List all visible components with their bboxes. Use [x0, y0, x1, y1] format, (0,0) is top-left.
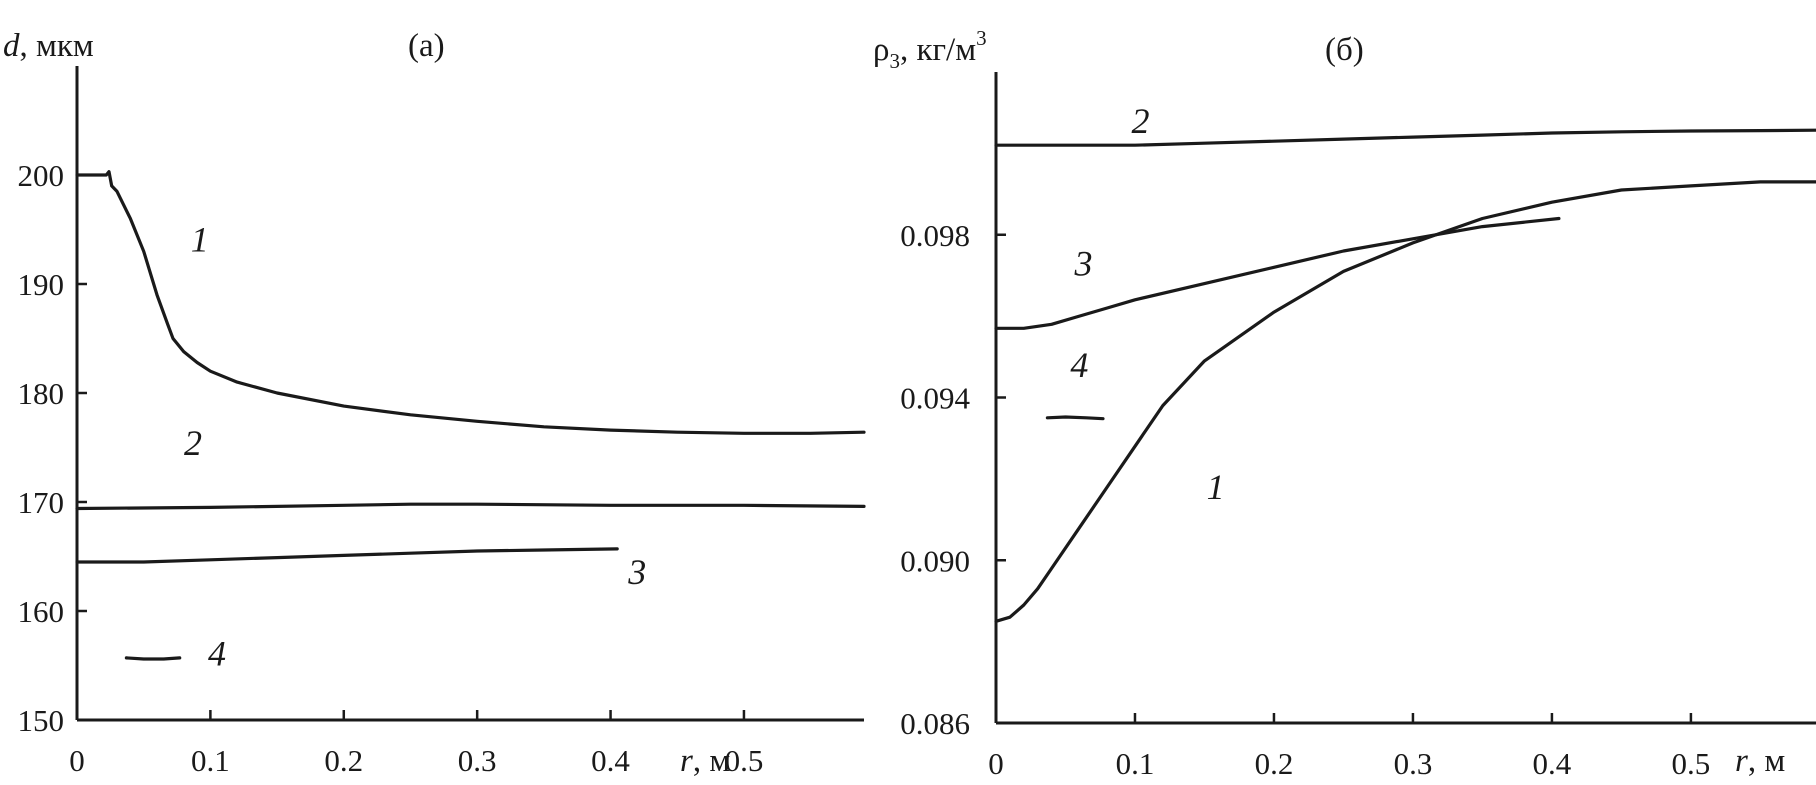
panel-a-series-1-line [75, 170, 866, 435]
panel-b-y-tick-label: 0.094 [900, 381, 970, 416]
panel-b-x-tick-label: 0.2 [1255, 746, 1294, 781]
panel-b-series-2-line [994, 128, 1816, 147]
panel-b-x-tick-label: 0 [988, 746, 1004, 781]
panel-a-series-4-label: 4 [208, 634, 226, 674]
panel-b-series-4-line [1045, 415, 1105, 421]
panel-b-title: (б) [1325, 32, 1364, 68]
panel-b-series-1-line [994, 180, 1816, 623]
panel-a-y-tick-label: 190 [18, 267, 65, 302]
panel-a-x-tick-label: 0.1 [191, 743, 230, 778]
panel-b-y-tick-label: 0.098 [900, 218, 970, 253]
panel-b-series-4-label: 4 [1070, 345, 1088, 385]
panel-a-x-tick-label: 0.3 [458, 743, 497, 778]
panel-b-xlabel: r, м [1735, 743, 1785, 779]
panel-a-y-tick-label: 180 [18, 376, 65, 411]
panel-a-ylabel: d, мкм [3, 28, 94, 64]
panel-a-series-4-line [124, 656, 182, 661]
panel-b-x-tick-label: 0.3 [1394, 746, 1433, 781]
panel-b-x-tick-label: 0.1 [1116, 746, 1155, 781]
panel-a-y-tick-label: 170 [18, 485, 65, 520]
panel-b-y-tick-label: 0.090 [900, 543, 970, 578]
panel-b-series-3-line [994, 216, 1561, 330]
panel-a-xlabel: r, м [680, 743, 730, 779]
panel-b: ρ3, кг/м3 (б) r, м 0.086 0.090 0.094 0.098 0… [873, 26, 1816, 781]
panel-a-y-tick-label: 200 [18, 158, 65, 193]
panel-a-x-tick-label: 0.2 [324, 743, 363, 778]
panel-b-series-2-label: 2 [1132, 101, 1150, 141]
panel-a-title: (а) [408, 28, 445, 64]
panel-b-x-tick-label: 0.5 [1672, 746, 1711, 781]
panel-a-series-3-label: 3 [627, 552, 646, 592]
panel-a-series-3-line [75, 547, 619, 564]
panel-a-y-tick-label: 160 [18, 594, 65, 629]
panel-a-x-tick-label: 0.4 [591, 743, 630, 778]
panel-a-series-2-label: 2 [184, 423, 202, 463]
panel-b-x-tick-label: 0.4 [1533, 746, 1572, 781]
panel-b-y-tick-label: 0.086 [900, 706, 970, 741]
panel-a-x-tick-label: 0 [69, 743, 85, 778]
panel-a-x-tick-label: 0.5 [725, 743, 764, 778]
panel-a-series-2-line [75, 502, 866, 511]
panel-b-series-3-label: 3 [1074, 243, 1093, 283]
panel-a-y-tick-label: 150 [18, 703, 65, 738]
panel-a: d, мкм (а) r, м 150 160 170 180 190 200 0 0.1 0.… [3, 28, 866, 779]
panel-b-series-1-label: 1 [1207, 467, 1225, 507]
panel-a-series-1-label: 1 [191, 219, 209, 259]
panel-b-ylabel: ρ3, кг/м3 [873, 26, 987, 73]
